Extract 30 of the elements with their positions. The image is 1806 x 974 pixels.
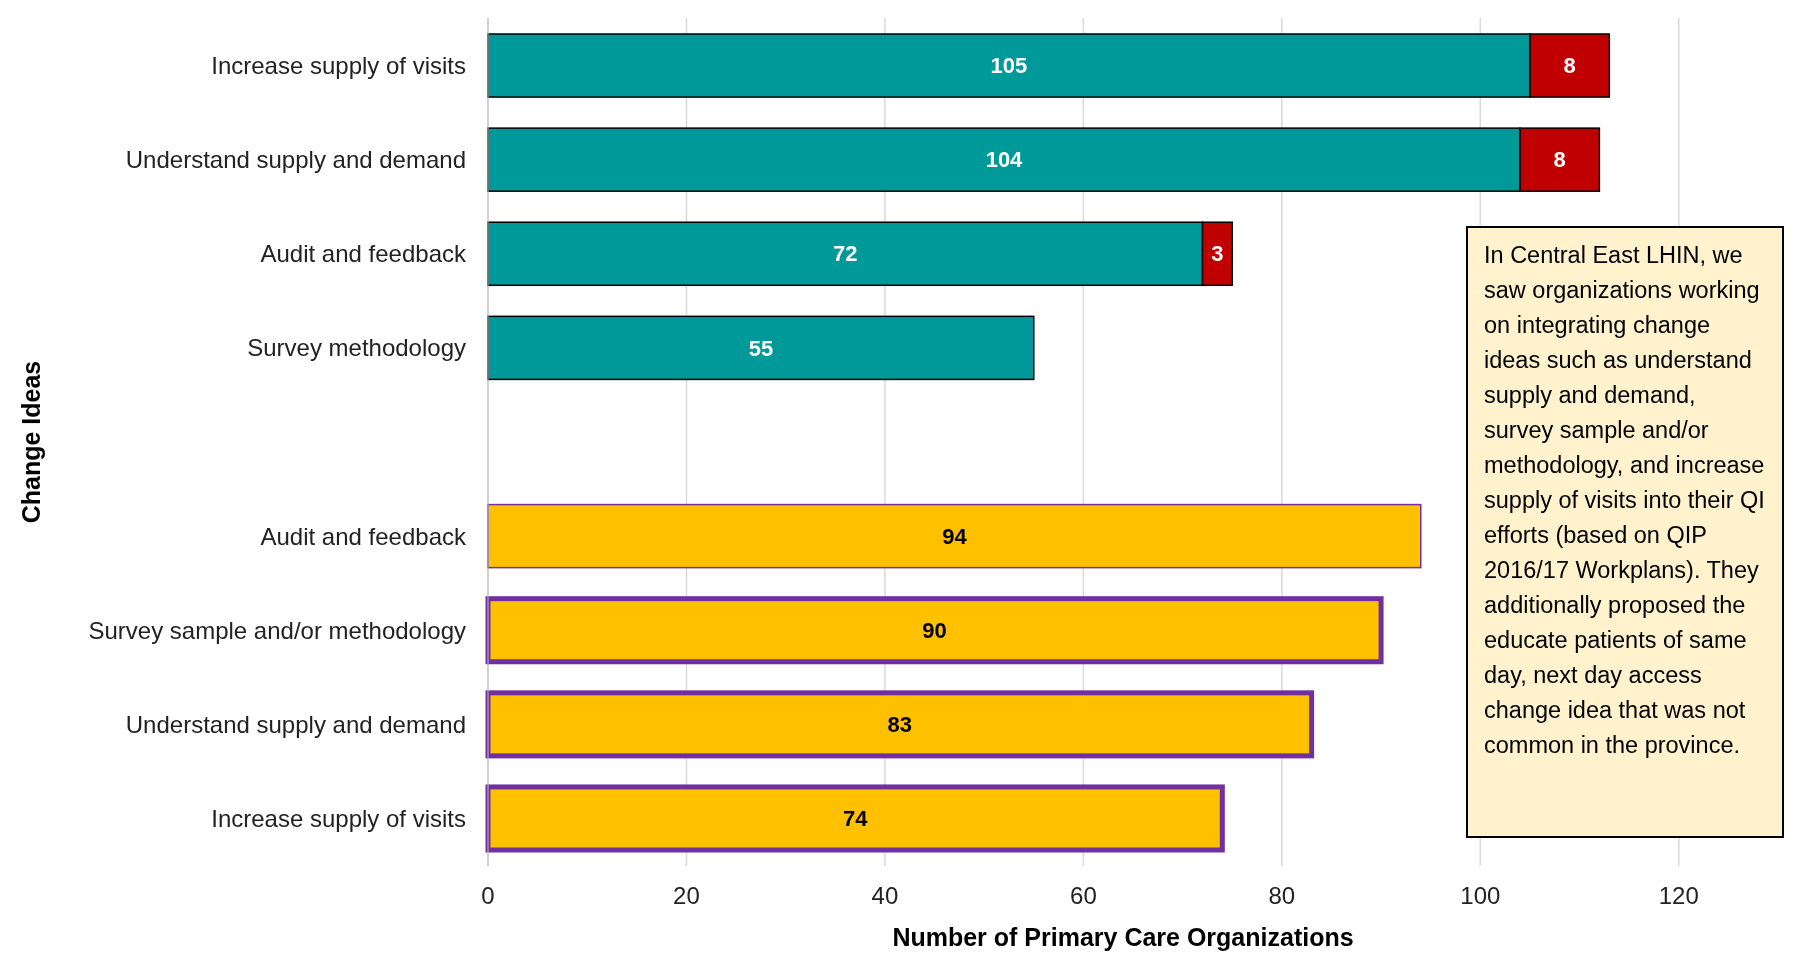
x-tick-label: 80 (1268, 882, 1296, 909)
x-tick-label: 0 (481, 882, 495, 909)
y-tick-label: Understand supply and demand (125, 146, 466, 174)
y-tick-label: Audit and feedback (260, 522, 467, 550)
y-tick-label: Understand supply and demand (125, 710, 466, 738)
data-label: 8 (1563, 53, 1576, 79)
y-tick-label: Increase supply of visits (211, 804, 466, 832)
data-label: 94 (942, 523, 968, 549)
y-tick-label: Survey sample and/or methodology (88, 616, 466, 644)
data-label: 72 (832, 241, 858, 267)
x-tick-label: 60 (1070, 882, 1097, 909)
data-label: 105 (990, 53, 1028, 79)
data-label: 8 (1553, 147, 1566, 173)
data-label: 83 (887, 712, 913, 738)
y-tick-label: Audit and feedback (260, 240, 467, 268)
data-label: 74 (842, 806, 869, 832)
x-tick-label: 40 (871, 882, 899, 909)
x-axis-title: Number of Primary Care Organizations (892, 923, 1354, 951)
bar (487, 315, 1035, 381)
data-label: 104 (985, 147, 1024, 173)
data-label: 90 (922, 617, 947, 643)
data-label: 3 (1211, 241, 1224, 267)
y-axis-title: Change Ideas (17, 360, 45, 524)
y-tick-label: Increase supply of visits (211, 51, 466, 79)
x-tick-label: 120 (1658, 882, 1699, 909)
x-tick-label: 20 (673, 882, 700, 909)
note-box: In Central East LHIN, we saw organizations working on integrating change ideas such as understand supply and demand, survey sample and/or methodology, and increase supply of visits into their QI efforts (based on QIP 2016/17 Workplans). They additionally proposed the educate patients of same day, next day access change idea that was not common in the province. (1466, 226, 1784, 838)
x-tick-label: 100 (1460, 882, 1501, 909)
y-tick-label: Survey methodology (247, 334, 466, 362)
data-label: 55 (748, 335, 774, 361)
